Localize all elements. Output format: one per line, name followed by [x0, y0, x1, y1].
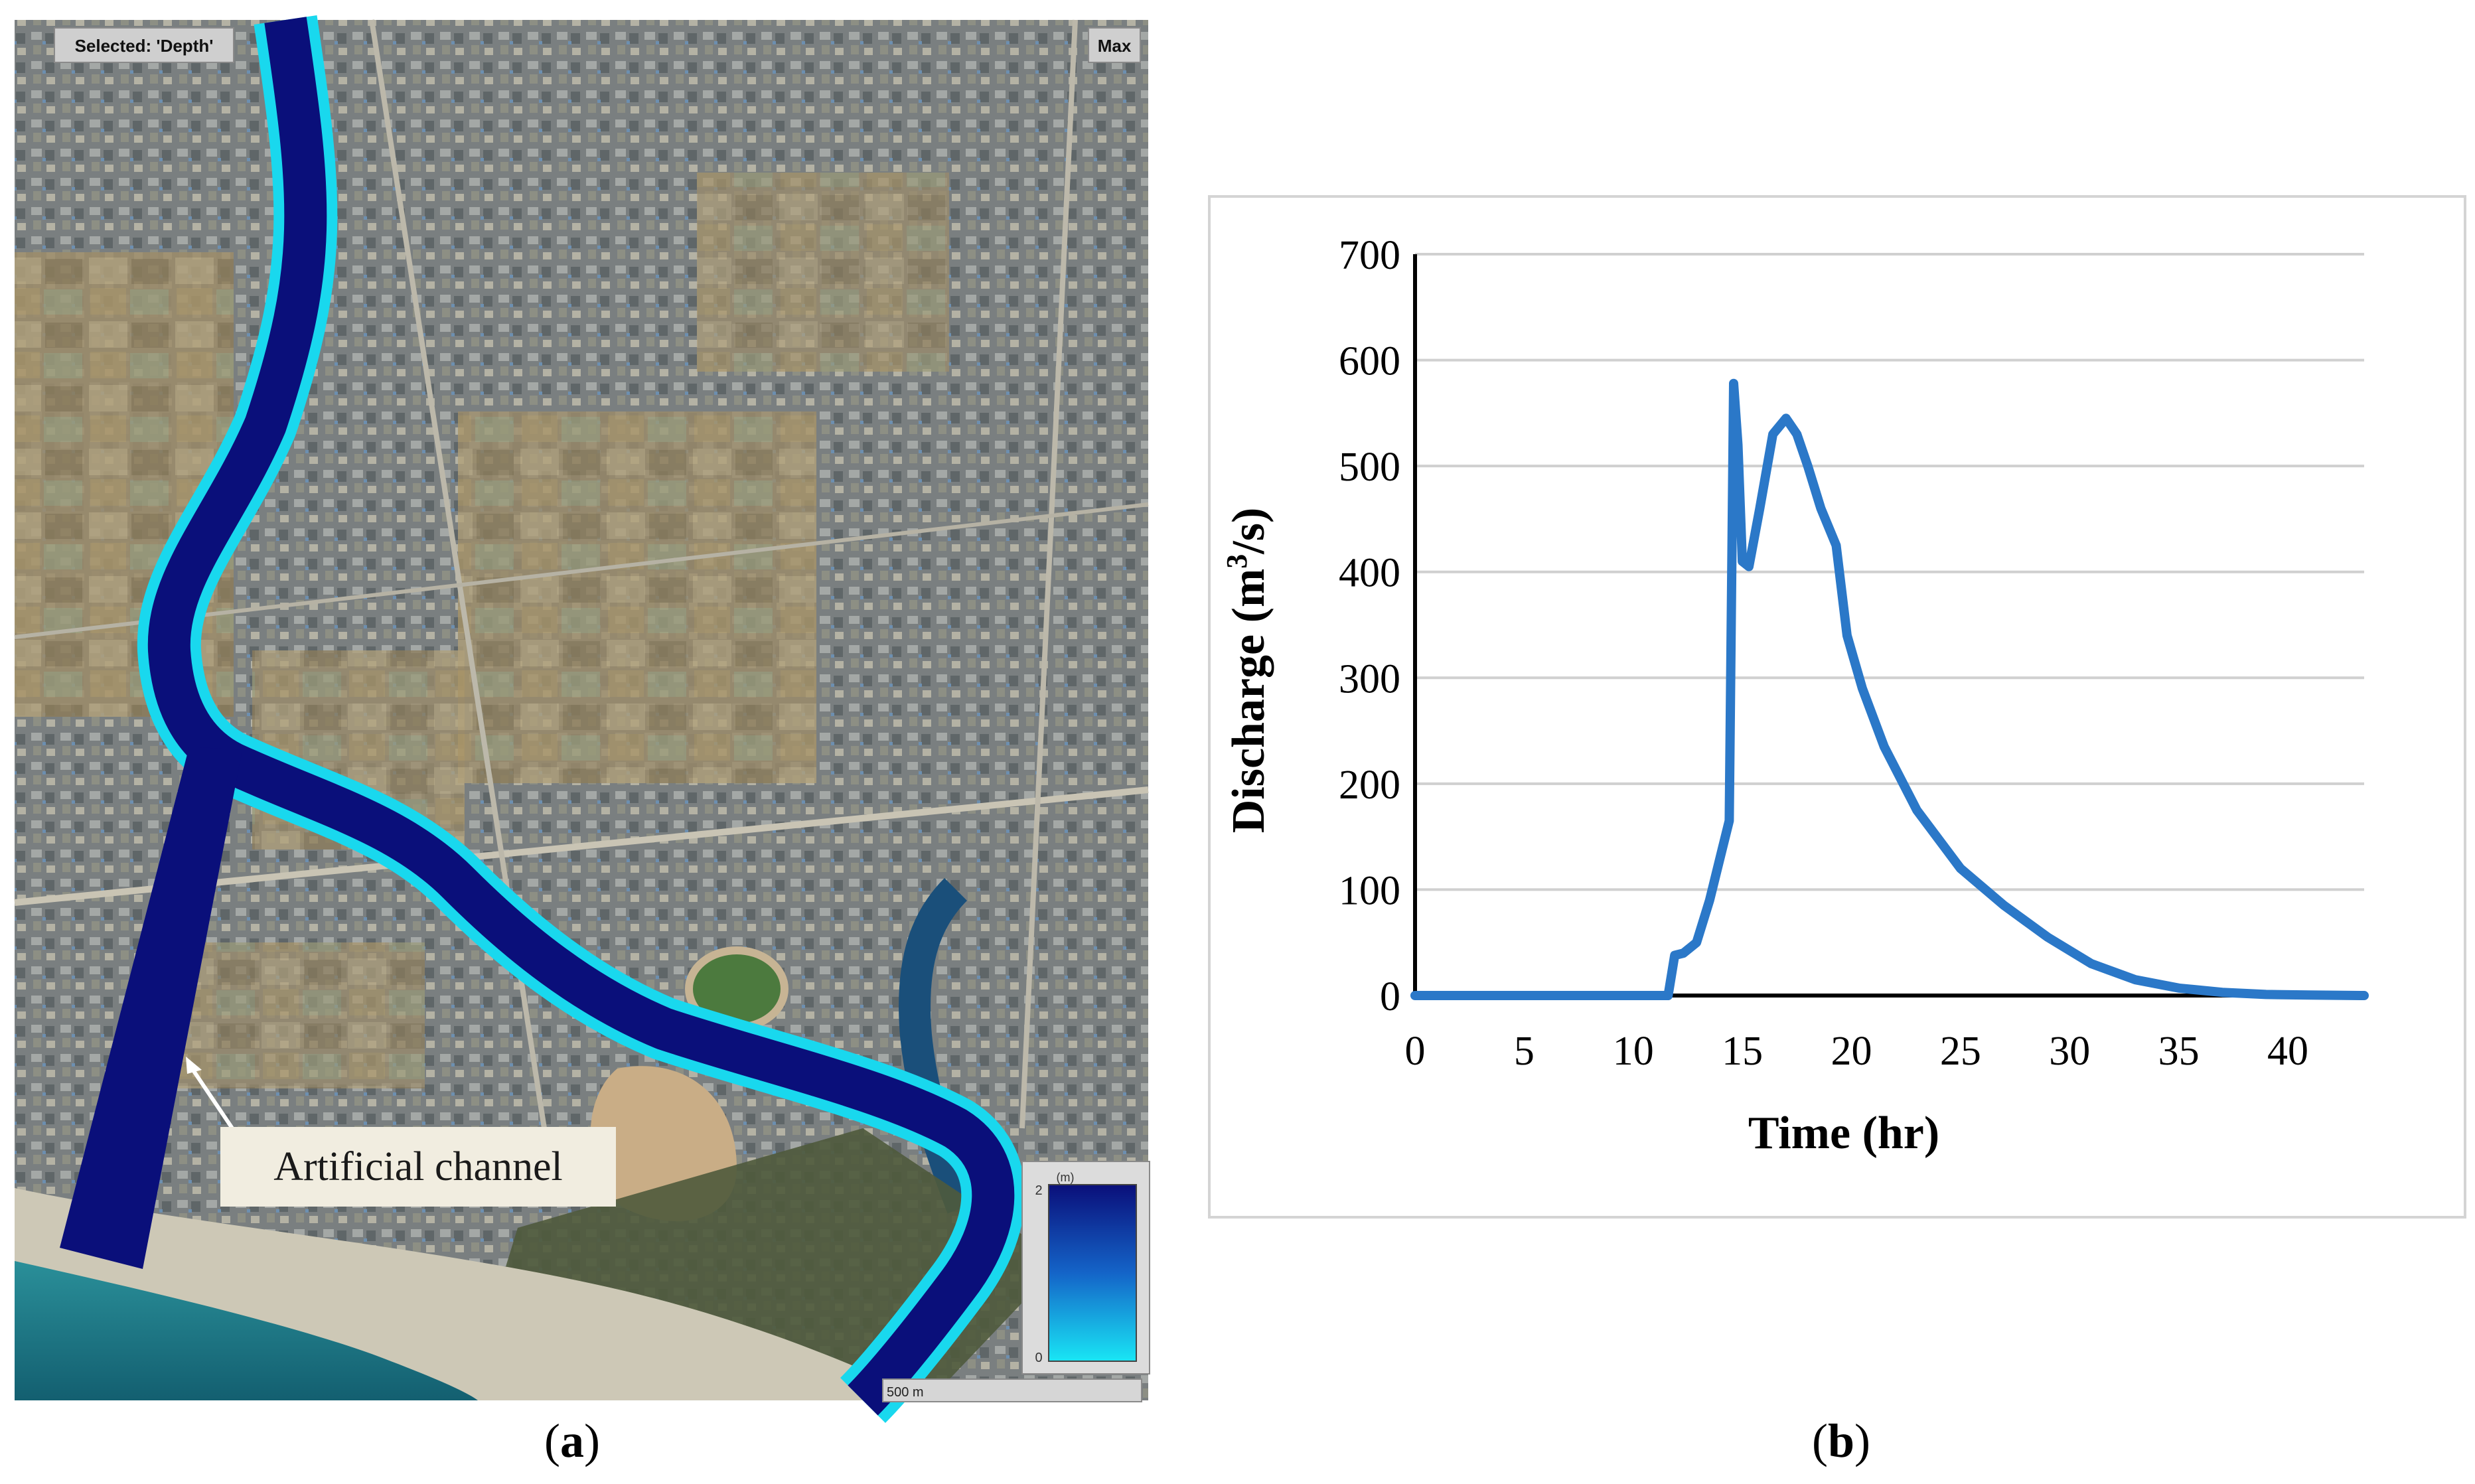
- panel-b: 0 100 200 300 400 500 600 700 0 5 10 15 20 25 30 35 40 T…: [1195, 0, 2475, 1481]
- panel-a-label-letter: a: [560, 1414, 584, 1467]
- annotation-arrow: [189, 1066, 234, 1130]
- panel-a-label: (a): [544, 1414, 600, 1469]
- grid-layer: [1415, 253, 2364, 891]
- river-flood-deep: [147, 17, 1015, 1416]
- y-tick-label: 400: [1339, 551, 1400, 596]
- depth-legend-max: 2: [1035, 1183, 1042, 1198]
- series-line-discharge: [1410, 378, 2369, 1000]
- selected-tag: Selected: 'Depth': [75, 36, 214, 56]
- artificial-channel: [60, 747, 242, 1269]
- y-axis-title-end: /s): [1223, 508, 1274, 555]
- x-tick-label: 30: [2049, 1029, 2090, 1074]
- y-tick-label: 600: [1339, 339, 1400, 384]
- discharge-chart: 0 100 200 300 400 500 600 700 0 5 10 15 20 25 30 35 40 T…: [1208, 195, 2466, 1219]
- panel-a-label-close: ): [583, 1414, 600, 1467]
- x-tick-label: 0: [1405, 1029, 1426, 1074]
- selected-tag-box: [54, 27, 234, 63]
- scale-bar-box: [882, 1378, 1142, 1402]
- depth-legend-unit: (m): [1057, 1171, 1075, 1184]
- y-tick-label: 700: [1339, 233, 1400, 278]
- y-tick-label: 300: [1339, 656, 1400, 702]
- y-tick-label: 200: [1339, 763, 1400, 808]
- y-axis-title-main: Discharge (m: [1223, 569, 1274, 834]
- max-tag-box: [1088, 27, 1141, 63]
- panel-a-label-open: (: [544, 1414, 560, 1467]
- depth-legend-colorbar: [1048, 1184, 1137, 1362]
- x-tick-label: 20: [1831, 1029, 1872, 1074]
- annotation-box: [220, 1127, 616, 1207]
- annotation-text: Artificial channel: [273, 1144, 563, 1189]
- y-axis-title: Discharge (m3/s): [1221, 508, 1274, 834]
- farmland-patch: [458, 411, 816, 783]
- panel-b-label-letter: b: [1827, 1414, 1855, 1467]
- series-layer: [1410, 378, 2369, 1000]
- y-tick-label: 0: [1380, 974, 1400, 1019]
- max-tag: Max: [1098, 36, 1132, 56]
- farmland-patch: [173, 942, 425, 1088]
- x-tick-label: 35: [2158, 1029, 2200, 1074]
- road: [1019, 19, 1078, 1129]
- x-tick-label: 25: [1940, 1029, 1981, 1074]
- x-tick-label: 10: [1613, 1029, 1654, 1074]
- chart-frame: [1208, 195, 2466, 1219]
- x-tick-label: 40: [2267, 1029, 2308, 1074]
- panel-b-label: (b): [1812, 1414, 1870, 1469]
- tick-layer: 0 100 200 300 400 500 600 700 0 5 10 15 20 25 30 35 40: [1339, 233, 2308, 1074]
- panel-a: Artificial channel Selected: 'Depth' Max…: [0, 0, 1168, 1481]
- annotation-arrow-head: [186, 1057, 202, 1074]
- y-tick-label: 100: [1339, 868, 1400, 913]
- y-tick-label: 500: [1339, 445, 1400, 490]
- panel-b-label-open: (: [1812, 1414, 1828, 1467]
- x-tick-label: 15: [1722, 1029, 1763, 1074]
- x-axis-title: Time (hr): [1748, 1108, 1939, 1159]
- panel-b-label-close: ): [1854, 1414, 1871, 1467]
- depth-legend-min: 0: [1035, 1351, 1042, 1365]
- flood-depth-map: Artificial channel Selected: 'Depth' Max…: [14, 15, 1150, 1423]
- scale-bar-text: 500 m: [887, 1385, 924, 1400]
- sea: [15, 1261, 478, 1400]
- x-tick-label: 5: [1514, 1029, 1535, 1074]
- y-axis-title-superscript: 3: [1221, 554, 1253, 569]
- farmland-patch: [697, 173, 949, 372]
